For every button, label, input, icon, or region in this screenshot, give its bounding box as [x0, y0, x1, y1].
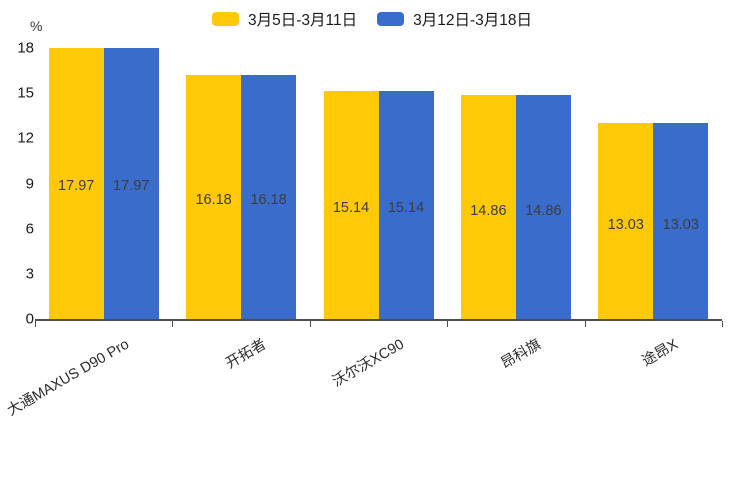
bar-value-label: 13.03	[662, 216, 699, 233]
bar-series-a[interactable]: 16.18	[186, 75, 242, 319]
y-tick-label: 12	[17, 129, 34, 147]
y-tick-label: 3	[25, 265, 34, 283]
x-tick	[310, 321, 311, 327]
bar-value-label: 15.14	[387, 200, 425, 217]
x-category-label: 昂科旗	[498, 336, 544, 373]
legend-label-series-a: 3月5日-3月11日	[247, 12, 358, 29]
y-axis-unit-label: %	[30, 18, 43, 34]
bar-series-a[interactable]: 14.86	[460, 95, 516, 319]
x-tick	[722, 321, 723, 327]
bar-value-label: 16.18	[250, 192, 287, 209]
bar-series-a[interactable]: 17.97	[48, 48, 104, 319]
bar-series-b[interactable]: 15.14	[378, 91, 434, 319]
bar-value-label: 15.14	[332, 200, 370, 217]
y-axis-tick-labels: 18 15 12 9 6 3 0	[0, 0, 34, 496]
legend-swatch-series-a	[211, 12, 239, 26]
bar-series-b[interactable]: 13.03	[653, 122, 709, 319]
bar-value-label: 17.97	[113, 178, 150, 195]
bar-series-b[interactable]: 16.18	[241, 75, 297, 319]
y-tick-label: 0	[25, 310, 34, 328]
x-tick	[447, 321, 448, 327]
bar-value-label: 13.03	[607, 216, 644, 233]
x-category-label: 沃尔沃XC90	[329, 336, 407, 391]
y-tick-label: 6	[25, 220, 34, 238]
y-tick-label: 18	[17, 39, 34, 57]
x-tick	[172, 321, 173, 327]
x-tick	[585, 321, 586, 327]
legend-swatch-series-b	[377, 12, 405, 26]
legend-label-series-b: 3月12日-3月18日	[413, 12, 532, 29]
legend-item-series-b[interactable]: 3月12日-3月18日	[377, 8, 532, 30]
x-tick	[35, 321, 36, 327]
bar-series-a[interactable]: 15.14	[323, 91, 379, 319]
bar-value-label: 14.86	[470, 202, 507, 219]
bar-value-label: 16.18	[195, 192, 232, 209]
x-axis-line	[35, 319, 722, 321]
x-category-label: 开拓者	[223, 336, 270, 373]
y-tick-label: 15	[17, 84, 34, 102]
y-tick-label: 9	[25, 175, 34, 192]
bar-series-a[interactable]: 13.03	[598, 122, 654, 319]
chart-legend: 3月5日-3月11日 3月12日-3月18日	[0, 6, 744, 32]
legend-item-series-a[interactable]: 3月5日-3月11日	[211, 8, 358, 30]
bar-value-label: 14.86	[525, 202, 562, 219]
bar-value-label: 17.97	[58, 178, 95, 195]
x-category-label: 途昂X	[639, 336, 682, 370]
bar-series-b[interactable]: 17.97	[103, 48, 159, 319]
bar-series-b[interactable]: 14.86	[515, 95, 571, 319]
